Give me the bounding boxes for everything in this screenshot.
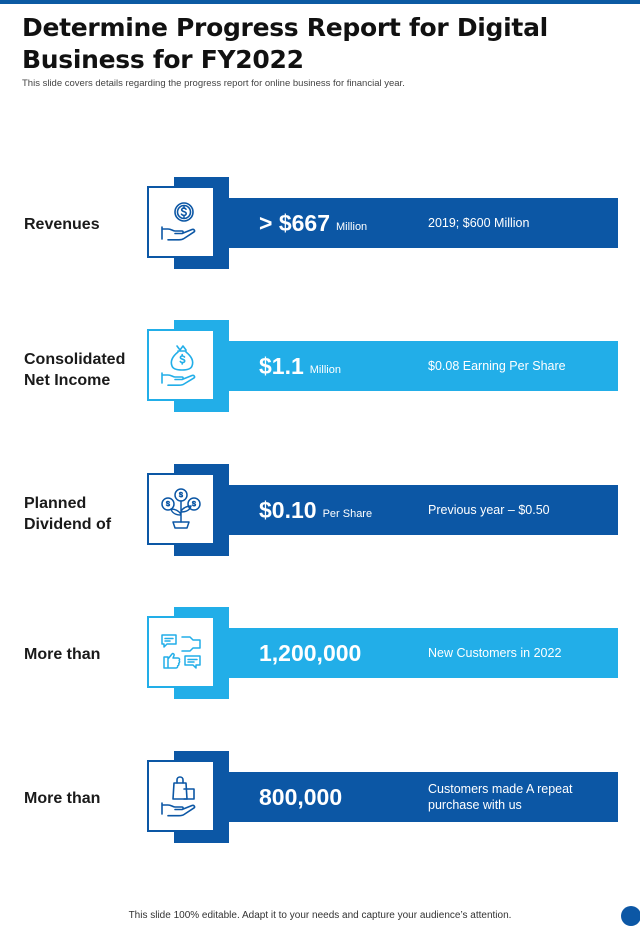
metric-unit: Million: [336, 221, 368, 233]
dollar-hand-icon: [147, 186, 215, 258]
page-title: Determine Progress Report for Digital Bu…: [22, 13, 548, 74]
metric-row-net-income: Consolidated Net Income $1.1 Million $0.…: [0, 320, 640, 416]
metric-band: [195, 341, 618, 391]
metric-value-group: > $667 Million: [259, 198, 367, 248]
metric-note: 2019; $600 Million: [428, 216, 530, 230]
metric-band: [195, 198, 618, 248]
metric-band: [195, 485, 618, 535]
footer-text: This slide 100% editable. Adapt it to yo…: [128, 910, 512, 921]
metric-row-revenues: Revenues > $667 Million 2019; $600 Milli…: [0, 177, 640, 273]
metric-value: > $667: [259, 209, 330, 236]
metric-note: $0.08 Earning Per Share: [428, 359, 566, 373]
metric-note: Customers made A repeat purchase with us: [428, 782, 573, 812]
customer-feedback-icon: [147, 616, 215, 688]
metric-unit: Million: [309, 364, 341, 376]
metric-label: More than: [24, 646, 101, 663]
metric-note: New Customers in 2022: [428, 646, 562, 660]
metric-band: [195, 628, 618, 678]
money-tree-icon: [147, 473, 215, 545]
metric-row-new-customers: More than 1,200,000 New Customers in 202…: [0, 607, 640, 703]
shopping-hand-icon: [147, 760, 215, 832]
metric-label: Planned Dividend of: [24, 495, 112, 533]
metric-value: $1.1: [259, 352, 304, 379]
money-bag-icon: [147, 329, 215, 401]
metric-row-dividend: Planned Dividend of $0.10 Per Share Prev…: [0, 464, 640, 560]
metric-unit: Per Share: [322, 508, 373, 520]
metric-value-group: 1,200,000: [259, 628, 367, 678]
footer-dot: [621, 906, 640, 926]
metric-label: Revenues: [24, 216, 100, 233]
metric-value: $0.10: [259, 496, 317, 523]
metric-label: Consolidated Net Income: [24, 351, 126, 389]
page-subtitle: This slide covers details regarding the …: [22, 78, 405, 89]
metric-label: More than: [24, 790, 101, 807]
metric-band: [195, 772, 618, 822]
metric-note: Previous year – $0.50: [428, 503, 550, 517]
metric-value: 800,000: [259, 783, 343, 810]
metric-value-group: $1.1 Million: [259, 341, 341, 391]
metric-row-repeat-customers: More than 800,000 Customers made A repea…: [0, 751, 640, 847]
top-rule: [0, 0, 640, 4]
metric-value-group: $0.10 Per Share: [259, 485, 372, 535]
metric-value-group: 800,000: [259, 772, 348, 822]
metric-value: 1,200,000: [259, 639, 362, 666]
